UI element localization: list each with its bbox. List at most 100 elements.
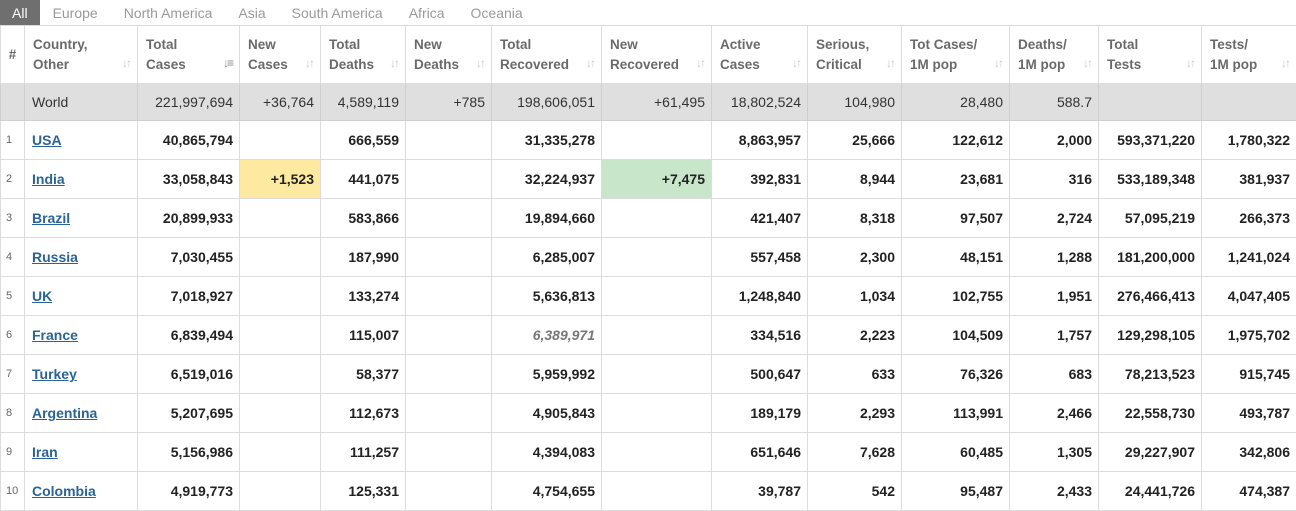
sort-arrows-icon[interactable]: ↓↑ bbox=[305, 53, 313, 73]
sort-arrows-icon[interactable]: ↓↑ bbox=[792, 53, 800, 73]
country-link[interactable]: Brazil bbox=[32, 210, 70, 226]
total-cases-cell: 4,919,773 bbox=[138, 472, 240, 511]
column-header-country[interactable]: Country,Other↓↑ bbox=[25, 26, 138, 84]
sort-descending-icon[interactable]: ↓≡ bbox=[223, 53, 232, 73]
cases-per-million-cell: 60,485 bbox=[902, 433, 1010, 472]
country-cell: Russia bbox=[25, 238, 138, 277]
tab-africa[interactable]: Africa bbox=[396, 0, 458, 25]
total-cases-cell: 40,865,794 bbox=[138, 121, 240, 160]
country-link[interactable]: Colombia bbox=[32, 483, 96, 499]
column-header-label: Cases bbox=[146, 55, 233, 75]
deaths-per-million-cell: 1,305 bbox=[1010, 433, 1099, 472]
country-link[interactable]: Turkey bbox=[32, 366, 77, 382]
country-link[interactable]: USA bbox=[32, 132, 62, 148]
column-header-label: New bbox=[610, 35, 705, 55]
country-cell: Turkey bbox=[25, 355, 138, 394]
rank-cell: 1 bbox=[1, 121, 25, 160]
column-header-cases-per-million[interactable]: Tot Cases/1M pop↓↑ bbox=[902, 26, 1010, 84]
country-link[interactable]: UK bbox=[32, 288, 52, 304]
tab-north-america[interactable]: North America bbox=[111, 0, 226, 25]
active-cases-cell: 421,407 bbox=[712, 199, 808, 238]
column-header-serious-critical[interactable]: Serious,Critical↓↑ bbox=[808, 26, 902, 84]
active-cases-cell: 557,458 bbox=[712, 238, 808, 277]
new-cases-cell bbox=[240, 277, 321, 316]
rank-cell: 7 bbox=[1, 355, 25, 394]
rank-cell: 8 bbox=[1, 394, 25, 433]
new-recovered-cell bbox=[602, 316, 712, 355]
new-recovered-cell bbox=[602, 394, 712, 433]
country-link[interactable]: Iran bbox=[32, 444, 58, 460]
country-link[interactable]: India bbox=[32, 171, 65, 187]
new-deaths-cell bbox=[406, 472, 492, 511]
tab-south-america[interactable]: South America bbox=[279, 0, 396, 25]
tab-oceania[interactable]: Oceania bbox=[458, 0, 536, 25]
serious-critical-cell: 1,034 bbox=[808, 277, 902, 316]
country-cell: Brazil bbox=[25, 199, 138, 238]
total-recovered-cell: 19,894,660 bbox=[492, 199, 602, 238]
column-header-deaths-per-million[interactable]: Deaths/1M pop↓↑ bbox=[1010, 26, 1099, 84]
column-header-label: 1M pop bbox=[1210, 55, 1290, 75]
sort-arrows-icon[interactable]: ↓↑ bbox=[1083, 53, 1091, 73]
sort-arrows-icon[interactable]: ↓↑ bbox=[1281, 53, 1289, 73]
total-recovered-cell: 4,394,083 bbox=[492, 433, 602, 472]
active-cases-cell: 651,646 bbox=[712, 433, 808, 472]
tab-all[interactable]: All bbox=[0, 0, 40, 25]
sort-arrows-icon[interactable]: ↓↑ bbox=[122, 53, 130, 73]
cases-per-million-cell: 113,991 bbox=[902, 394, 1010, 433]
tests-per-million-cell: 474,387 bbox=[1202, 472, 1296, 511]
sort-arrows-icon[interactable]: ↓↑ bbox=[390, 53, 398, 73]
country-cell: UK bbox=[25, 277, 138, 316]
column-header-rank[interactable]: # bbox=[1, 26, 25, 84]
cases-per-million-cell: 102,755 bbox=[902, 277, 1010, 316]
tab-europe[interactable]: Europe bbox=[40, 0, 111, 25]
tests-per-million-cell: 342,806 bbox=[1202, 433, 1296, 472]
cases-per-million-cell: 122,612 bbox=[902, 121, 1010, 160]
deaths-per-million-cell: 1,951 bbox=[1010, 277, 1099, 316]
deaths-per-million-cell: 2,724 bbox=[1010, 199, 1099, 238]
cases-per-million-cell: 76,326 bbox=[902, 355, 1010, 394]
new-recovered-cell bbox=[602, 238, 712, 277]
sort-arrows-icon[interactable]: ↓↑ bbox=[994, 53, 1002, 73]
rank-cell: 2 bbox=[1, 160, 25, 199]
column-header-label: Total bbox=[1107, 35, 1195, 55]
sort-arrows-icon[interactable]: ↓↑ bbox=[696, 53, 704, 73]
serious-critical-cell: 7,628 bbox=[808, 433, 902, 472]
total-tests-cell: 29,227,907 bbox=[1099, 433, 1202, 472]
tab-asia[interactable]: Asia bbox=[225, 0, 278, 25]
sort-arrows-icon[interactable]: ↓↑ bbox=[1186, 53, 1194, 73]
column-header-label: # bbox=[9, 47, 17, 62]
total-tests-cell: 533,189,348 bbox=[1099, 160, 1202, 199]
country-link[interactable]: France bbox=[32, 327, 78, 343]
column-header-label: Tests bbox=[1107, 55, 1195, 75]
sort-arrows-icon[interactable]: ↓↑ bbox=[886, 53, 894, 73]
active-cases-cell: 189,179 bbox=[712, 394, 808, 433]
new-deaths-cell: +785 bbox=[406, 84, 492, 121]
new-recovered-cell bbox=[602, 121, 712, 160]
new-cases-cell bbox=[240, 316, 321, 355]
total-tests-cell: 24,441,726 bbox=[1099, 472, 1202, 511]
sort-arrows-icon[interactable]: ↓↑ bbox=[476, 53, 484, 73]
sort-arrows-icon[interactable]: ↓↑ bbox=[586, 53, 594, 73]
serious-critical-cell: 2,293 bbox=[808, 394, 902, 433]
column-header-tests-per-million[interactable]: Tests/1M pop↓↑ bbox=[1202, 26, 1296, 84]
total-deaths-cell: 4,589,119 bbox=[321, 84, 406, 121]
new-deaths-cell bbox=[406, 199, 492, 238]
active-cases-cell: 334,516 bbox=[712, 316, 808, 355]
column-header-label: Deaths/ bbox=[1018, 35, 1092, 55]
country-link[interactable]: Russia bbox=[32, 249, 78, 265]
tests-per-million-cell: 915,745 bbox=[1202, 355, 1296, 394]
country-link[interactable]: Argentina bbox=[32, 405, 97, 421]
deaths-per-million-cell: 2,000 bbox=[1010, 121, 1099, 160]
